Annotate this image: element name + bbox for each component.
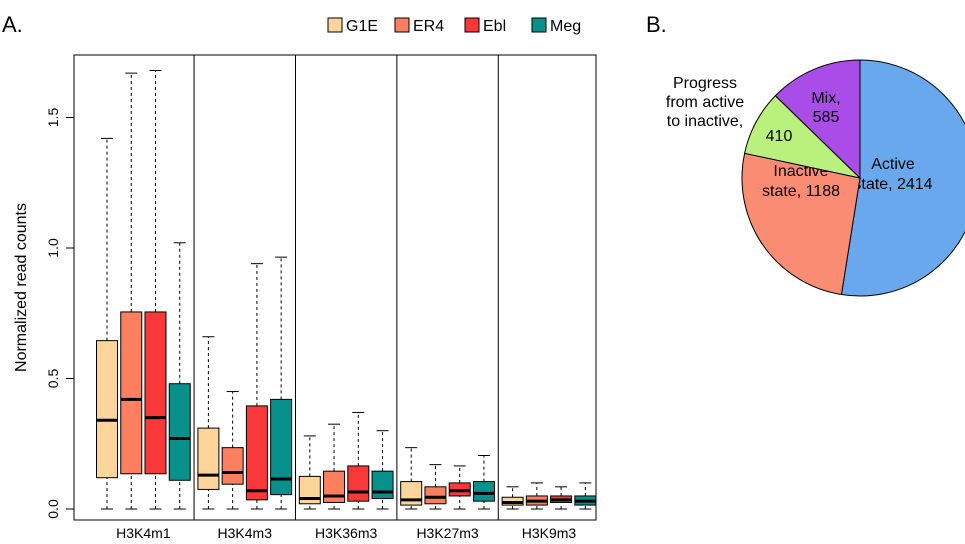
box-Meg-H3K27m3 — [472, 481, 495, 502]
box-Meg-H3K4m1 — [168, 383, 191, 481]
box-Ebl-H3K36m3 — [347, 465, 370, 502]
pie-slice-label: state, 1188 — [762, 183, 840, 200]
box-G1E-H3K4m3 — [197, 427, 220, 490]
legend-label: G1E — [346, 18, 378, 35]
x-tick-label: H3K9m3 — [522, 525, 577, 541]
pie-slice — [741, 152, 861, 296]
legend-swatch-Meg — [531, 17, 547, 33]
box-G1E-H3K27m3 — [400, 481, 423, 506]
pie-outside-label: to inactive, — [667, 113, 743, 130]
legend: G1E ER4 Ebl Meg — [327, 17, 581, 35]
box-Ebl-H3K4m1 — [144, 311, 167, 475]
pie-outside-label: from active — [666, 94, 744, 111]
boxplot-chart: 0.0 0.5 1.0 1.5 Normalized read counts H3K4m1… — [13, 54, 597, 541]
legend-swatch-Ebl — [464, 17, 480, 33]
pie-slice-label: 410 — [766, 128, 793, 145]
pie-slice-label: 585 — [813, 109, 840, 126]
box-Ebl-H3K4m3 — [245, 405, 268, 501]
box-G1E-H3K36m3 — [298, 475, 321, 505]
pie-slice — [840, 59, 965, 297]
box-G1E-H3K4m1 — [96, 340, 118, 479]
legend-label: ER4 — [413, 18, 444, 35]
box-ER4-H3K4m3 — [221, 447, 244, 485]
y-tick-label: 0.0 — [45, 499, 61, 519]
legend-label: Ebl — [483, 18, 506, 35]
box-ER4-H3K27m3 — [424, 486, 447, 505]
panel-a-letter: A. — [2, 12, 23, 37]
pie-slice-label: Mix, — [811, 90, 840, 107]
x-tick-label: H3K36m3 — [315, 525, 377, 541]
y-tick-label: 1.5 — [45, 108, 61, 128]
pie-outside-label: Progress — [673, 75, 737, 92]
legend-swatch-G1E — [327, 17, 343, 33]
plot-frame — [73, 54, 597, 521]
pie-slice-label: Active — [871, 156, 915, 173]
box-ER4-H3K36m3 — [323, 470, 346, 503]
x-tick-label: H3K4m1 — [116, 525, 171, 541]
legend-swatch-ER4 — [394, 17, 410, 33]
pie-slice-label: state, 2414 — [853, 176, 932, 193]
y-tick-label: 1.0 — [45, 238, 61, 258]
x-tick-label: H3K4m3 — [218, 525, 273, 541]
box-ER4-H3K4m1 — [120, 311, 143, 475]
box-Meg-H3K36m3 — [371, 470, 394, 500]
y-tick-label: 0.5 — [45, 369, 61, 389]
legend-label: Meg — [550, 18, 581, 35]
y-axis-title: Normalized read counts — [13, 203, 30, 372]
panel-b-letter: B. — [646, 12, 667, 37]
box-Meg-H3K4m3 — [270, 398, 293, 496]
pie-slice — [774, 59, 861, 180]
x-tick-label: H3K27m3 — [416, 525, 478, 541]
